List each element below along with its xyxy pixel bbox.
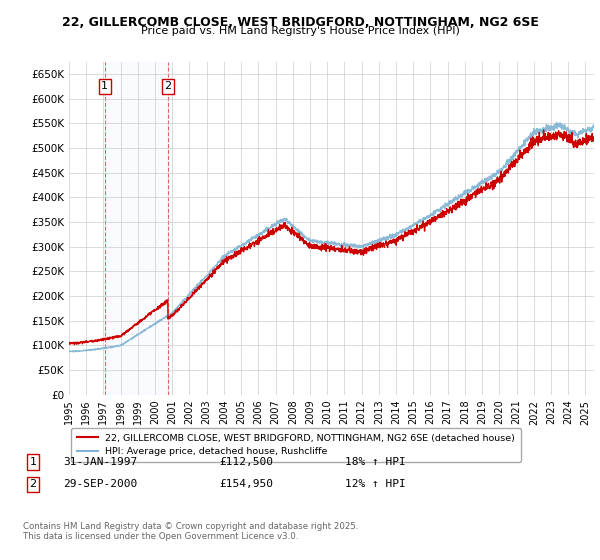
Text: 2: 2 <box>164 81 172 91</box>
Text: 12% ↑ HPI: 12% ↑ HPI <box>345 479 406 489</box>
Text: 31-JAN-1997: 31-JAN-1997 <box>63 457 137 467</box>
Text: 29-SEP-2000: 29-SEP-2000 <box>63 479 137 489</box>
Bar <box>105 62 168 395</box>
Text: £112,500: £112,500 <box>219 457 273 467</box>
Text: £154,950: £154,950 <box>219 479 273 489</box>
Text: 2: 2 <box>29 479 37 489</box>
Text: 18% ↑ HPI: 18% ↑ HPI <box>345 457 406 467</box>
Text: 1: 1 <box>29 457 37 467</box>
Text: Contains HM Land Registry data © Crown copyright and database right 2025.
This d: Contains HM Land Registry data © Crown c… <box>23 522 358 542</box>
Text: 1: 1 <box>101 81 109 91</box>
Legend: 22, GILLERCOMB CLOSE, WEST BRIDGFORD, NOTTINGHAM, NG2 6SE (detached house), HPI:: 22, GILLERCOMB CLOSE, WEST BRIDGFORD, NO… <box>71 428 521 462</box>
Text: 22, GILLERCOMB CLOSE, WEST BRIDGFORD, NOTTINGHAM, NG2 6SE: 22, GILLERCOMB CLOSE, WEST BRIDGFORD, NO… <box>62 16 538 29</box>
Text: Price paid vs. HM Land Registry's House Price Index (HPI): Price paid vs. HM Land Registry's House … <box>140 26 460 36</box>
